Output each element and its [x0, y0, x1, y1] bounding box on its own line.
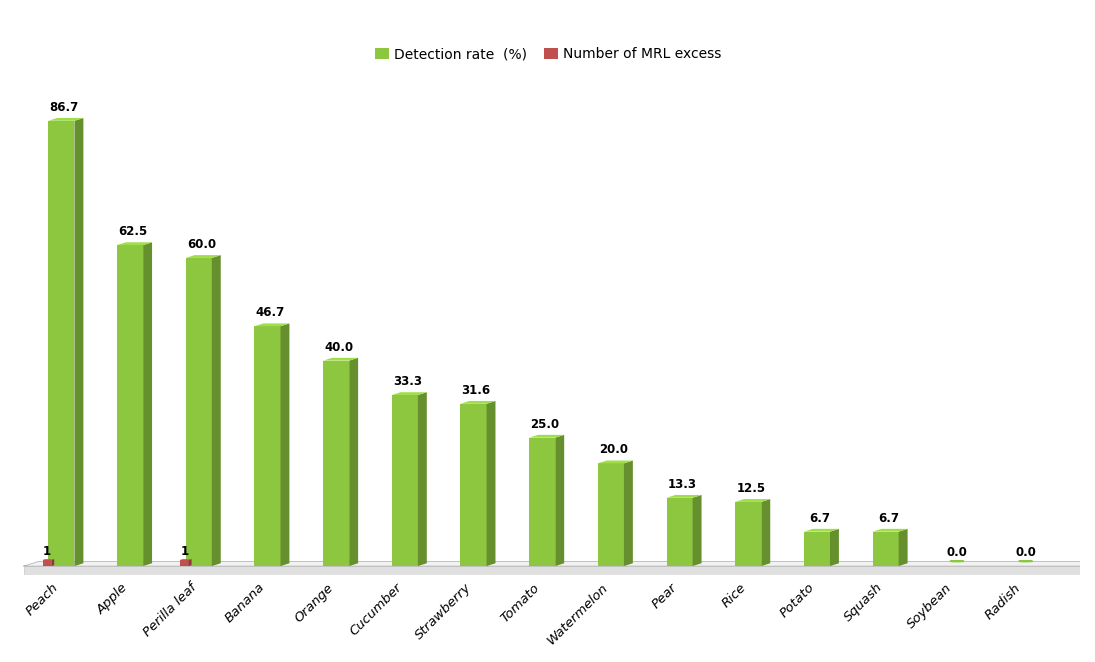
Text: 20.0: 20.0 [599, 444, 629, 456]
Text: 0.0: 0.0 [1015, 546, 1036, 559]
Polygon shape [211, 255, 221, 566]
Polygon shape [392, 393, 427, 395]
Bar [186, 258, 211, 566]
Polygon shape [761, 499, 770, 566]
Bar [392, 395, 418, 566]
Text: 62.5: 62.5 [118, 225, 148, 238]
Polygon shape [529, 435, 564, 438]
Text: 25.0: 25.0 [530, 418, 560, 431]
Bar [735, 502, 761, 566]
Text: 60.0: 60.0 [187, 238, 216, 251]
Bar [43, 560, 51, 566]
Polygon shape [117, 242, 152, 245]
Circle shape [950, 561, 964, 562]
Legend: Detection rate  (%), Number of MRL excess: Detection rate (%), Number of MRL excess [369, 42, 727, 67]
Bar [24, 566, 1086, 575]
Bar [180, 560, 188, 566]
Polygon shape [188, 559, 192, 566]
Bar [461, 404, 486, 566]
Text: 0.0: 0.0 [946, 546, 967, 559]
Polygon shape [349, 358, 358, 566]
Polygon shape [418, 393, 427, 566]
Polygon shape [804, 529, 839, 532]
Polygon shape [323, 358, 358, 361]
Bar [323, 361, 349, 566]
Polygon shape [735, 499, 770, 502]
Polygon shape [180, 559, 192, 560]
Text: 6.7: 6.7 [878, 512, 899, 525]
Polygon shape [555, 435, 564, 566]
Text: 33.3: 33.3 [393, 375, 422, 388]
Polygon shape [598, 461, 633, 463]
Text: 86.7: 86.7 [49, 101, 79, 114]
Text: 13.3: 13.3 [668, 478, 696, 491]
Polygon shape [899, 529, 908, 566]
Polygon shape [254, 324, 289, 326]
Bar [598, 463, 624, 566]
Text: 31.6: 31.6 [462, 384, 491, 397]
Text: 40.0: 40.0 [324, 341, 354, 354]
Text: 12.5: 12.5 [736, 482, 765, 495]
Polygon shape [51, 559, 54, 566]
Polygon shape [693, 495, 702, 566]
Bar [254, 326, 280, 566]
Text: 1: 1 [181, 545, 188, 558]
Polygon shape [830, 529, 839, 566]
Polygon shape [624, 461, 633, 566]
Polygon shape [143, 242, 152, 566]
Polygon shape [1086, 561, 1095, 575]
Polygon shape [667, 495, 702, 498]
Bar [117, 245, 143, 566]
Polygon shape [873, 529, 908, 532]
Text: 1: 1 [43, 545, 51, 558]
Text: 6.7: 6.7 [809, 512, 830, 525]
Polygon shape [43, 559, 54, 560]
Polygon shape [24, 561, 1095, 566]
Polygon shape [74, 118, 83, 566]
Polygon shape [186, 255, 221, 258]
Bar [667, 498, 693, 566]
Polygon shape [461, 401, 496, 404]
Bar [804, 532, 830, 566]
Polygon shape [48, 118, 83, 120]
Bar [529, 438, 555, 566]
Bar [873, 532, 899, 566]
Text: 46.7: 46.7 [255, 307, 285, 319]
Polygon shape [280, 324, 289, 566]
Polygon shape [486, 401, 496, 566]
Bar [48, 120, 74, 566]
Circle shape [1018, 561, 1033, 562]
